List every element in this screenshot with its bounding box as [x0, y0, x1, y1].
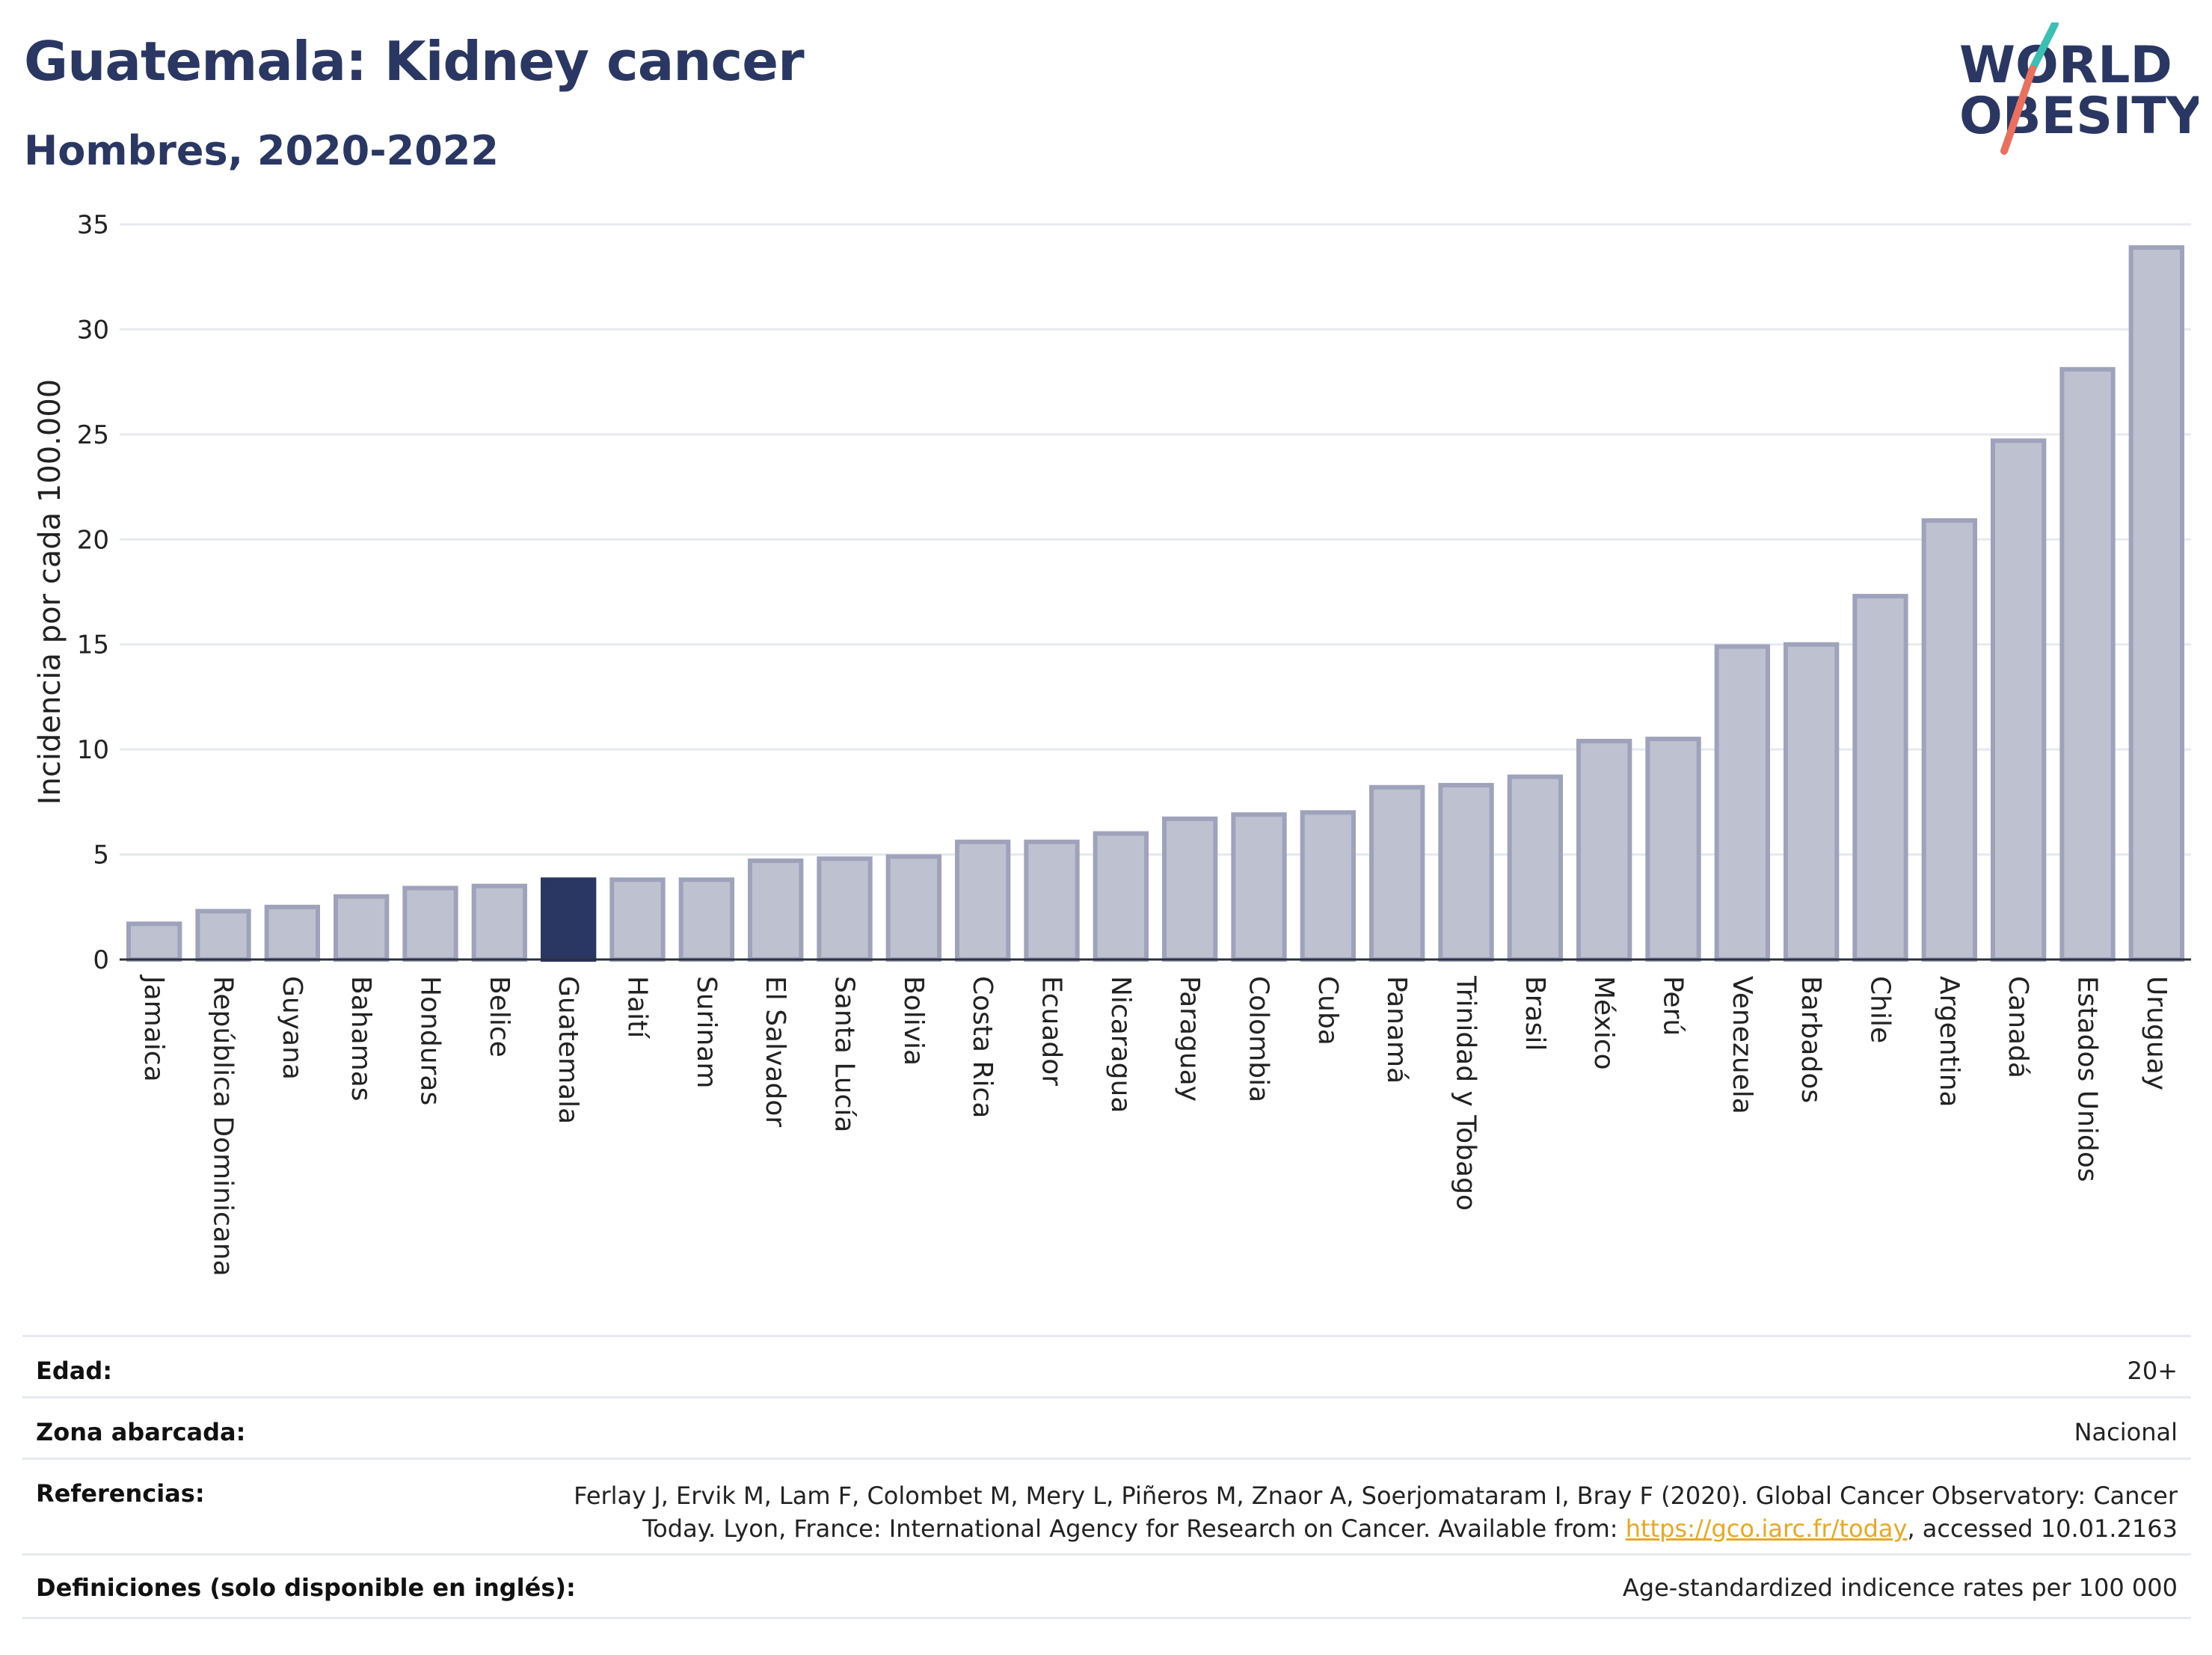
x-tick-label: México — [1588, 976, 1619, 1070]
x-tick-label: Panamá — [1381, 976, 1412, 1084]
bar — [402, 885, 458, 962]
meta-def-value: Age-standardized indicence rates per 100… — [1622, 1573, 2178, 1602]
logo-slash-coral — [2000, 65, 2036, 155]
bar — [817, 856, 873, 962]
meta-ref-value: Ferlay J, Ervik M, Lam F, Colombet M, Me… — [574, 1479, 2178, 1545]
bar — [195, 909, 251, 962]
logo-text-world: WORLD — [1959, 36, 2172, 95]
meta-row-age: Edad: 20+ — [22, 1335, 2191, 1398]
bar — [1438, 782, 1494, 962]
x-tick-label: Costa Rica — [967, 976, 998, 1118]
x-tick-label: Chile — [1865, 976, 1896, 1043]
y-tick-label: 0 — [93, 945, 109, 975]
meta-row-zone: Zona abarcada: Nacional — [22, 1396, 2191, 1460]
meta-ref-line2-suffix: , accessed 10.01.2163 — [1907, 1514, 2178, 1543]
x-tick-label: Venezuela — [1727, 976, 1757, 1114]
meta-ref-line2-prefix: Today. Lyon, France: International Agenc… — [642, 1514, 1626, 1543]
bar — [1714, 644, 1770, 962]
y-tick-label: 30 — [77, 315, 109, 345]
x-tick-label: Cuba — [1312, 976, 1343, 1045]
bar — [1852, 594, 1908, 962]
y-tick-label: 5 — [93, 841, 109, 871]
x-tick-label: Paraguay — [1174, 976, 1205, 1102]
x-tick-label: Canadá — [2003, 976, 2033, 1078]
bar — [1369, 784, 1425, 962]
x-tick-label: Ecuador — [1036, 976, 1067, 1086]
bar — [1507, 774, 1563, 962]
x-tick-label: Haití — [622, 976, 653, 1039]
meta-age-value: 20+ — [2127, 1357, 2178, 1385]
y-tick-label: 15 — [77, 630, 109, 660]
x-tick-label: Bolivia — [898, 976, 929, 1066]
world-obesity-logo: WORLD OBESITY — [1959, 22, 2199, 155]
y-axis-title: Incidencia por cada 100.000 — [33, 379, 67, 805]
bar — [609, 877, 666, 962]
bar — [1093, 831, 1149, 962]
bar — [334, 894, 390, 962]
meta-row-references: Referencias: Ferlay J, Ervik M, Lam F, C… — [22, 1458, 2191, 1556]
bar — [1645, 737, 1701, 962]
x-tick-label: Uruguay — [2141, 976, 2172, 1090]
meta-zone-label: Zona abarcada: — [36, 1418, 246, 1446]
bar — [1784, 642, 1840, 962]
bar — [748, 858, 804, 962]
x-tick-label: República Dominicana — [208, 976, 239, 1277]
x-tick-label: Belice — [484, 976, 514, 1057]
y-tick-label: 25 — [77, 420, 109, 450]
meta-def-label: Definiciones (solo disponible en inglés)… — [36, 1573, 576, 1602]
x-tick-label: Santa Lucía — [829, 976, 860, 1132]
meta-ref-line1: Ferlay J, Ervik M, Lam F, Colombet M, Me… — [574, 1481, 2178, 1510]
x-tick-label: El Salvador — [760, 976, 790, 1127]
chart-subtitle: Hombres, 2020-2022 — [24, 127, 499, 174]
logo-text-obesity: OBESITY — [1959, 87, 2199, 146]
x-tick-label: Argentina — [1934, 976, 1964, 1108]
x-tick-label: Guatemala — [553, 976, 583, 1124]
meta-row-definitions: Definiciones (solo disponible en inglés)… — [22, 1553, 2191, 1619]
x-tick-label: Colombia — [1244, 976, 1274, 1102]
bar — [541, 877, 597, 962]
bar-chart: 0 5 10 15 20 25 30 35 Incidencia por cada 100.00… — [33, 210, 2191, 1277]
x-tick-label: Bahamas — [345, 976, 376, 1102]
bar — [1231, 812, 1287, 962]
x-tick-label: Perú — [1658, 976, 1689, 1036]
bar — [678, 877, 734, 962]
x-tick-label: Surinam — [691, 976, 722, 1088]
x-tick-label: Trinidad y Tobago — [1451, 975, 1481, 1211]
x-tick-label: Jamaica — [138, 974, 169, 1082]
bar — [1576, 738, 1632, 962]
logo-slash-teal — [2029, 22, 2059, 73]
bar — [2059, 366, 2116, 962]
chart-title: Guatemala: Kidney cancer — [24, 30, 805, 93]
bar — [471, 883, 527, 962]
bar — [2128, 245, 2184, 962]
y-tick-label: 10 — [77, 735, 109, 765]
bar — [1162, 816, 1218, 962]
x-tick-label: Barbados — [1795, 976, 1826, 1103]
meta-ref-line2: Today. Lyon, France: International Agenc… — [574, 1512, 2178, 1545]
x-tick-label: Estados Unidos — [2072, 976, 2103, 1182]
y-tick-label: 20 — [77, 525, 109, 555]
meta-zone-value: Nacional — [2074, 1418, 2178, 1446]
bar — [126, 921, 182, 962]
bar — [1991, 438, 2047, 962]
x-tick-label: Brasil — [1520, 976, 1550, 1051]
x-tick-label: Honduras — [415, 976, 446, 1105]
bar — [1300, 810, 1356, 962]
bar — [885, 854, 941, 962]
meta-ref-label: Referencias: — [36, 1479, 205, 1508]
x-tick-label: Guyana — [277, 976, 307, 1080]
meta-age-label: Edad: — [36, 1357, 113, 1385]
metadata-table: Edad: 20+ Zona abarcada: Nacional Refere… — [22, 1335, 2191, 1634]
bar — [1024, 839, 1080, 962]
x-tick-label: Nicaragua — [1105, 976, 1136, 1113]
bar — [1921, 518, 1977, 962]
bar — [955, 839, 1011, 962]
y-tick-label: 35 — [77, 210, 109, 240]
reference-link[interactable]: https://gco.iarc.fr/today — [1625, 1514, 1908, 1543]
bar — [264, 904, 320, 962]
